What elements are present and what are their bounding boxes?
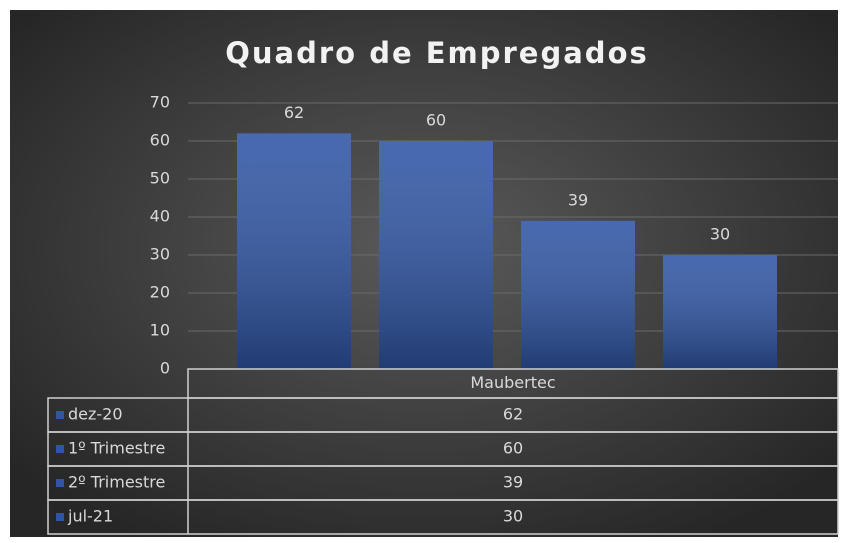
data-label: 60 [426,111,446,130]
legend-label: 1º Trimestre [68,439,165,458]
legend-key [56,513,64,521]
bar [663,255,777,369]
table-value: 60 [503,439,523,458]
bar [521,220,635,369]
legend-key [56,411,64,419]
legend-label: 2º Trimestre [68,473,165,492]
table-row-border [47,499,839,535]
legend-key [56,479,64,487]
bar [379,141,493,369]
data-label: 30 [710,225,730,244]
legend-key [56,445,64,453]
y-tick-label: 20 [150,283,170,302]
y-tick-label: 30 [150,245,170,264]
y-tick-label: 40 [150,207,170,226]
data-label: 39 [568,190,588,209]
y-tick-label: 10 [150,321,170,340]
y-tick-label: 50 [150,169,170,188]
y-tick-label: 0 [160,359,170,378]
data-label: 62 [284,103,304,122]
table-value: 39 [503,473,523,492]
y-tick-label: 60 [150,131,170,150]
legend-label: jul-21 [67,507,113,526]
chart-title: Quadro de Empregados [225,36,649,70]
table-header: Maubertec [470,373,555,392]
table-value: 62 [503,405,523,424]
bar [237,133,351,369]
legend-label: dez-20 [68,405,123,424]
table-value: 30 [503,507,523,526]
y-tick-label: 70 [150,93,170,112]
